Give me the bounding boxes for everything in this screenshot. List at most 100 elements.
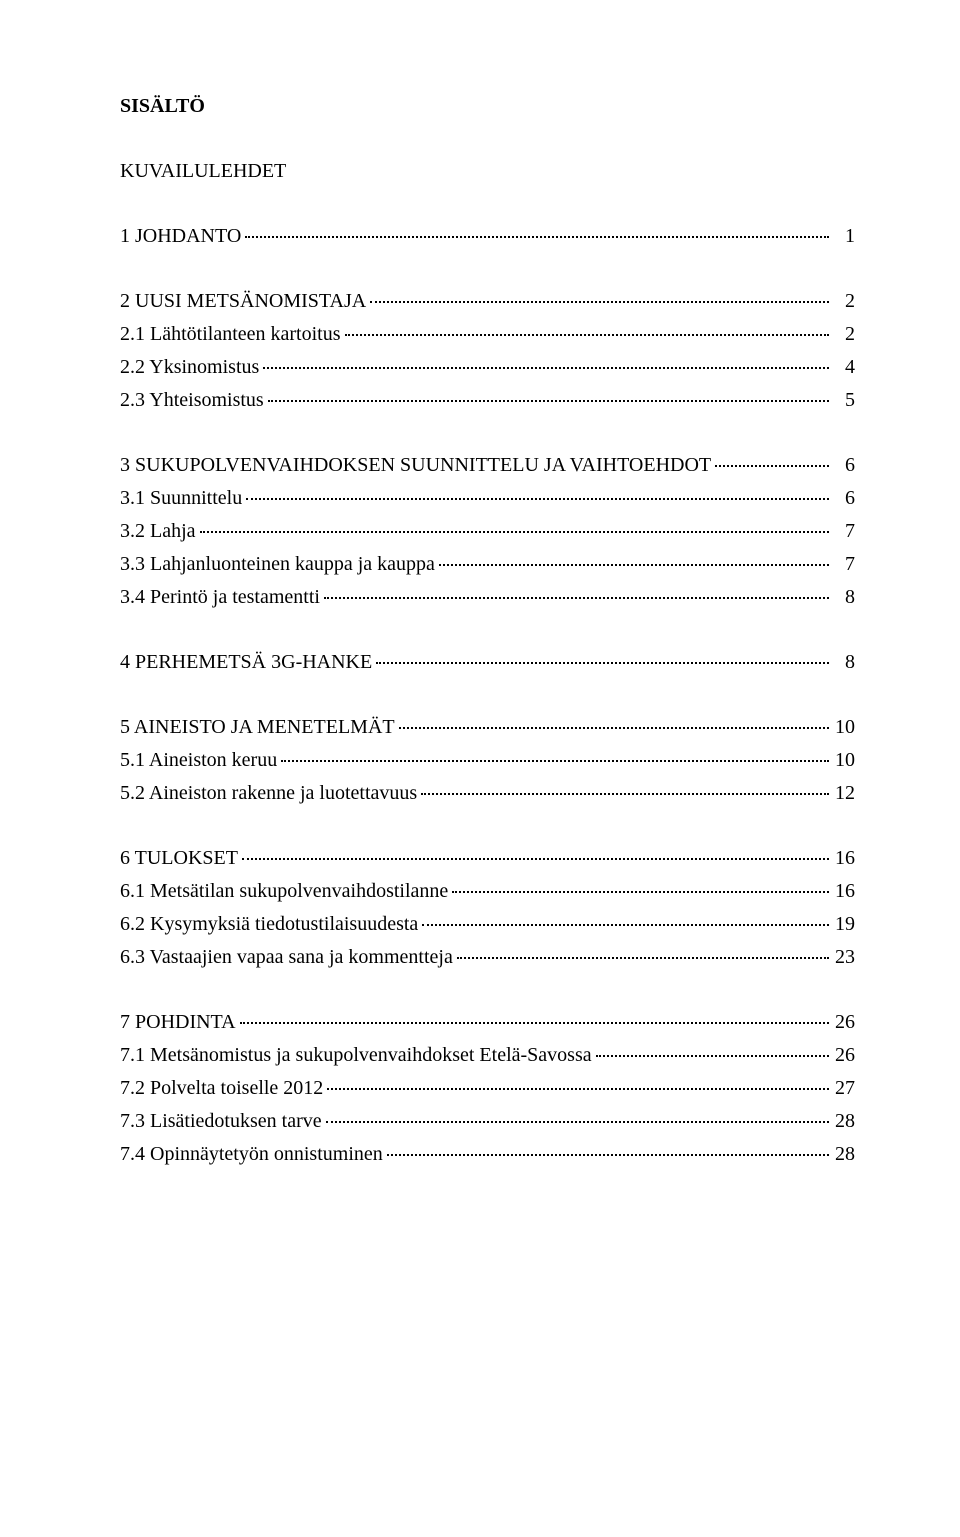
- toc-page-number: 8: [833, 651, 855, 674]
- toc-page-number: 1: [833, 225, 855, 248]
- toc-entry-text: 3.3 Lahjanluonteinen kauppa ja kauppa: [120, 553, 435, 576]
- toc-page-number: 12: [833, 782, 855, 805]
- toc-entry-text: 1 JOHDANTO: [120, 225, 241, 248]
- toc-title: SISÄLTÖ: [120, 95, 855, 118]
- toc-leader: [246, 498, 829, 500]
- toc-entry: 7.2 Polvelta toiselle 2012 27: [120, 1077, 855, 1100]
- toc-entry: 3.1 Suunnittelu 6: [120, 487, 855, 510]
- toc-entry: 6 TULOKSET 16: [120, 847, 855, 870]
- toc-page-number: 19: [833, 913, 855, 936]
- toc-leader: [370, 301, 829, 303]
- toc-entry-text: 7.2 Polvelta toiselle 2012: [120, 1077, 323, 1100]
- toc-page-number: 26: [833, 1011, 855, 1034]
- toc-leader: [452, 891, 829, 893]
- toc-entry-text: 6 TULOKSET: [120, 847, 238, 870]
- toc-page-number: 2: [833, 290, 855, 313]
- toc-page: SISÄLTÖ KUVAILULEHDET 1 JOHDANTO 1 2 UUSI …: [0, 0, 960, 1537]
- toc-leader: [240, 1022, 829, 1024]
- toc-page-number: 7: [833, 553, 855, 576]
- toc-body: 1 JOHDANTO12 UUSI METSÄNOMISTAJA22.1 Läh…: [120, 225, 855, 1166]
- toc-entry: 7.4 Opinnäytetyön onnistuminen 28: [120, 1143, 855, 1166]
- toc-leader: [439, 564, 829, 566]
- toc-leader: [263, 367, 829, 369]
- toc-page-number: 26: [833, 1044, 855, 1067]
- toc-entry: 7.3 Lisätiedotuksen tarve 28: [120, 1110, 855, 1133]
- toc-entry: 7 POHDINTA 26: [120, 1011, 855, 1034]
- toc-leader: [387, 1154, 829, 1156]
- toc-page-number: 28: [833, 1110, 855, 1133]
- toc-entry: 1 JOHDANTO 1: [120, 225, 855, 248]
- toc-entry: 2.1 Lähtötilanteen kartoitus 2: [120, 323, 855, 346]
- toc-leader: [200, 531, 829, 533]
- toc-group: 6 TULOKSET166.1 Metsätilan sukupolvenvai…: [120, 847, 855, 969]
- toc-entry-text: 3.1 Suunnittelu: [120, 487, 242, 510]
- toc-entry-text: 5 AINEISTO JA MENETELMÄT: [120, 716, 395, 739]
- toc-entry-text: 5.1 Aineiston keruu: [120, 749, 277, 772]
- toc-leader: [326, 1121, 829, 1123]
- toc-page-number: 10: [833, 716, 855, 739]
- toc-group: 4 PERHEMETSÄ 3G-HANKE 8: [120, 651, 855, 674]
- toc-entry: 6.1 Metsätilan sukupolvenvaihdostilanne 1…: [120, 880, 855, 903]
- toc-page-number: 23: [833, 946, 855, 969]
- toc-entry-text: 6.3 Vastaajien vapaa sana ja kommentteja: [120, 946, 453, 969]
- toc-entry-text: 3 SUKUPOLVENVAIHDOKSEN SUUNNITTELU JA VA…: [120, 454, 711, 477]
- toc-leader: [281, 760, 829, 762]
- toc-entry-text: 7 POHDINTA: [120, 1011, 236, 1034]
- toc-entry-text: 4 PERHEMETSÄ 3G-HANKE: [120, 651, 372, 674]
- toc-group: 5 AINEISTO JA MENETELMÄT105.1 Aineiston …: [120, 716, 855, 805]
- toc-entry-text: 6.2 Kysymyksiä tiedotustilaisuudesta: [120, 913, 418, 936]
- toc-leader: [345, 334, 830, 336]
- toc-page-number: 8: [833, 586, 855, 609]
- toc-leader: [457, 957, 829, 959]
- toc-group: 1 JOHDANTO 1: [120, 225, 855, 248]
- toc-entry: 7.1 Metsänomistus ja sukupolvenvaihdokse…: [120, 1044, 855, 1067]
- toc-entry-text: 7.4 Opinnäytetyön onnistuminen: [120, 1143, 383, 1166]
- toc-entry: 6.2 Kysymyksiä tiedotustilaisuudesta 19: [120, 913, 855, 936]
- toc-page-number: 6: [833, 487, 855, 510]
- toc-page-number: 28: [833, 1143, 855, 1166]
- toc-entry-text: 3.4 Perintö ja testamentti: [120, 586, 320, 609]
- toc-leader: [596, 1055, 829, 1057]
- toc-entry-text: 2.1 Lähtötilanteen kartoitus: [120, 323, 341, 346]
- toc-page-number: 16: [833, 847, 855, 870]
- toc-entry: 4 PERHEMETSÄ 3G-HANKE 8: [120, 651, 855, 674]
- toc-entry: 3.3 Lahjanluonteinen kauppa ja kauppa 7: [120, 553, 855, 576]
- toc-entry: 6.3 Vastaajien vapaa sana ja kommentteja…: [120, 946, 855, 969]
- toc-page-number: 2: [833, 323, 855, 346]
- toc-entry-text: 6.1 Metsätilan sukupolvenvaihdostilanne: [120, 880, 448, 903]
- toc-entry: 3 SUKUPOLVENVAIHDOKSEN SUUNNITTELU JA VA…: [120, 454, 855, 477]
- toc-leader: [245, 236, 829, 238]
- toc-entry: 2.3 Yhteisomistus5: [120, 389, 855, 412]
- toc-page-number: 7: [833, 520, 855, 543]
- toc-leader: [715, 465, 829, 467]
- toc-leader: [268, 400, 829, 402]
- toc-leader: [422, 924, 829, 926]
- toc-entry: 5.2 Aineiston rakenne ja luotettavuus12: [120, 782, 855, 805]
- toc-entry: 2 UUSI METSÄNOMISTAJA 2: [120, 290, 855, 313]
- toc-leader: [242, 858, 829, 860]
- toc-group: 7 POHDINTA 26 7.1 Metsänomistus ja sukupol…: [120, 1011, 855, 1166]
- toc-leader: [399, 727, 829, 729]
- toc-page-number: 4: [833, 356, 855, 379]
- toc-entry-text: 7.1 Metsänomistus ja sukupolvenvaihdokse…: [120, 1044, 592, 1067]
- toc-entry-text: 2.3 Yhteisomistus: [120, 389, 264, 412]
- toc-group: 3 SUKUPOLVENVAIHDOKSEN SUUNNITTELU JA VA…: [120, 454, 855, 609]
- toc-entry-text: 3.2 Lahja: [120, 520, 196, 543]
- toc-entry: 5 AINEISTO JA MENETELMÄT 10: [120, 716, 855, 739]
- toc-entry: 3.2 Lahja 7: [120, 520, 855, 543]
- toc-page-number: 6: [833, 454, 855, 477]
- toc-subtitle: KUVAILULEHDET: [120, 160, 855, 183]
- toc-leader: [324, 597, 829, 599]
- toc-entry-text: 7.3 Lisätiedotuksen tarve: [120, 1110, 322, 1133]
- toc-entry: 3.4 Perintö ja testamentti 8: [120, 586, 855, 609]
- toc-page-number: 16: [833, 880, 855, 903]
- toc-page-number: 10: [833, 749, 855, 772]
- toc-leader: [421, 793, 829, 795]
- toc-entry: 2.2 Yksinomistus4: [120, 356, 855, 379]
- toc-leader: [376, 662, 829, 664]
- toc-entry: 5.1 Aineiston keruu 10: [120, 749, 855, 772]
- toc-entry-text: 2 UUSI METSÄNOMISTAJA: [120, 290, 366, 313]
- toc-page-number: 27: [833, 1077, 855, 1100]
- toc-leader: [327, 1088, 829, 1090]
- toc-group: 2 UUSI METSÄNOMISTAJA22.1 Lähtötilanteen…: [120, 290, 855, 412]
